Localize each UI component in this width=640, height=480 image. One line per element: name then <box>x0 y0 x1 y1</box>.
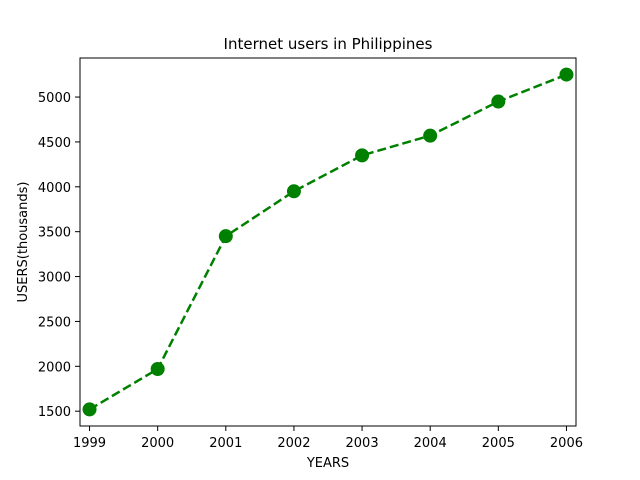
y-tick-label: 2000 <box>38 360 71 375</box>
y-tick-label: 3000 <box>38 271 71 286</box>
y-tick-label: 1500 <box>38 405 71 420</box>
chart-title: Internet users in Philippines <box>224 35 433 53</box>
data-point <box>355 148 370 163</box>
plot-frame <box>79 57 577 427</box>
y-tick-label: 4500 <box>38 136 71 151</box>
x-tick-label: 2005 <box>482 436 515 451</box>
plot-area: 1999 2000 2001 2002 2003 2004 2005 2006 1500 2000… <box>38 57 583 451</box>
x-tick-label: 2002 <box>277 436 310 451</box>
y-tick-label: 4000 <box>38 181 71 196</box>
x-tick-label: 2001 <box>209 436 242 451</box>
series-line <box>88 73 567 411</box>
data-point <box>286 184 301 199</box>
y-axis-label: USERS(thousands) <box>16 182 31 303</box>
y-tick-label: 5000 <box>38 91 71 106</box>
data-point <box>150 362 165 377</box>
y-tick-label: 3500 <box>38 226 71 241</box>
data-point <box>423 128 438 143</box>
x-tick-label: 2006 <box>550 436 583 451</box>
data-point <box>218 229 233 244</box>
x-axis-label: YEARS <box>306 456 349 471</box>
x-tick-label: 2004 <box>414 436 447 451</box>
x-tick-label: 2003 <box>346 436 379 451</box>
y-tick-label: 2500 <box>38 315 71 330</box>
data-point <box>82 402 97 417</box>
x-tick-label: 1999 <box>73 436 106 451</box>
data-point <box>559 67 574 82</box>
data-point <box>491 94 506 109</box>
x-tick-label: 2000 <box>141 436 174 451</box>
